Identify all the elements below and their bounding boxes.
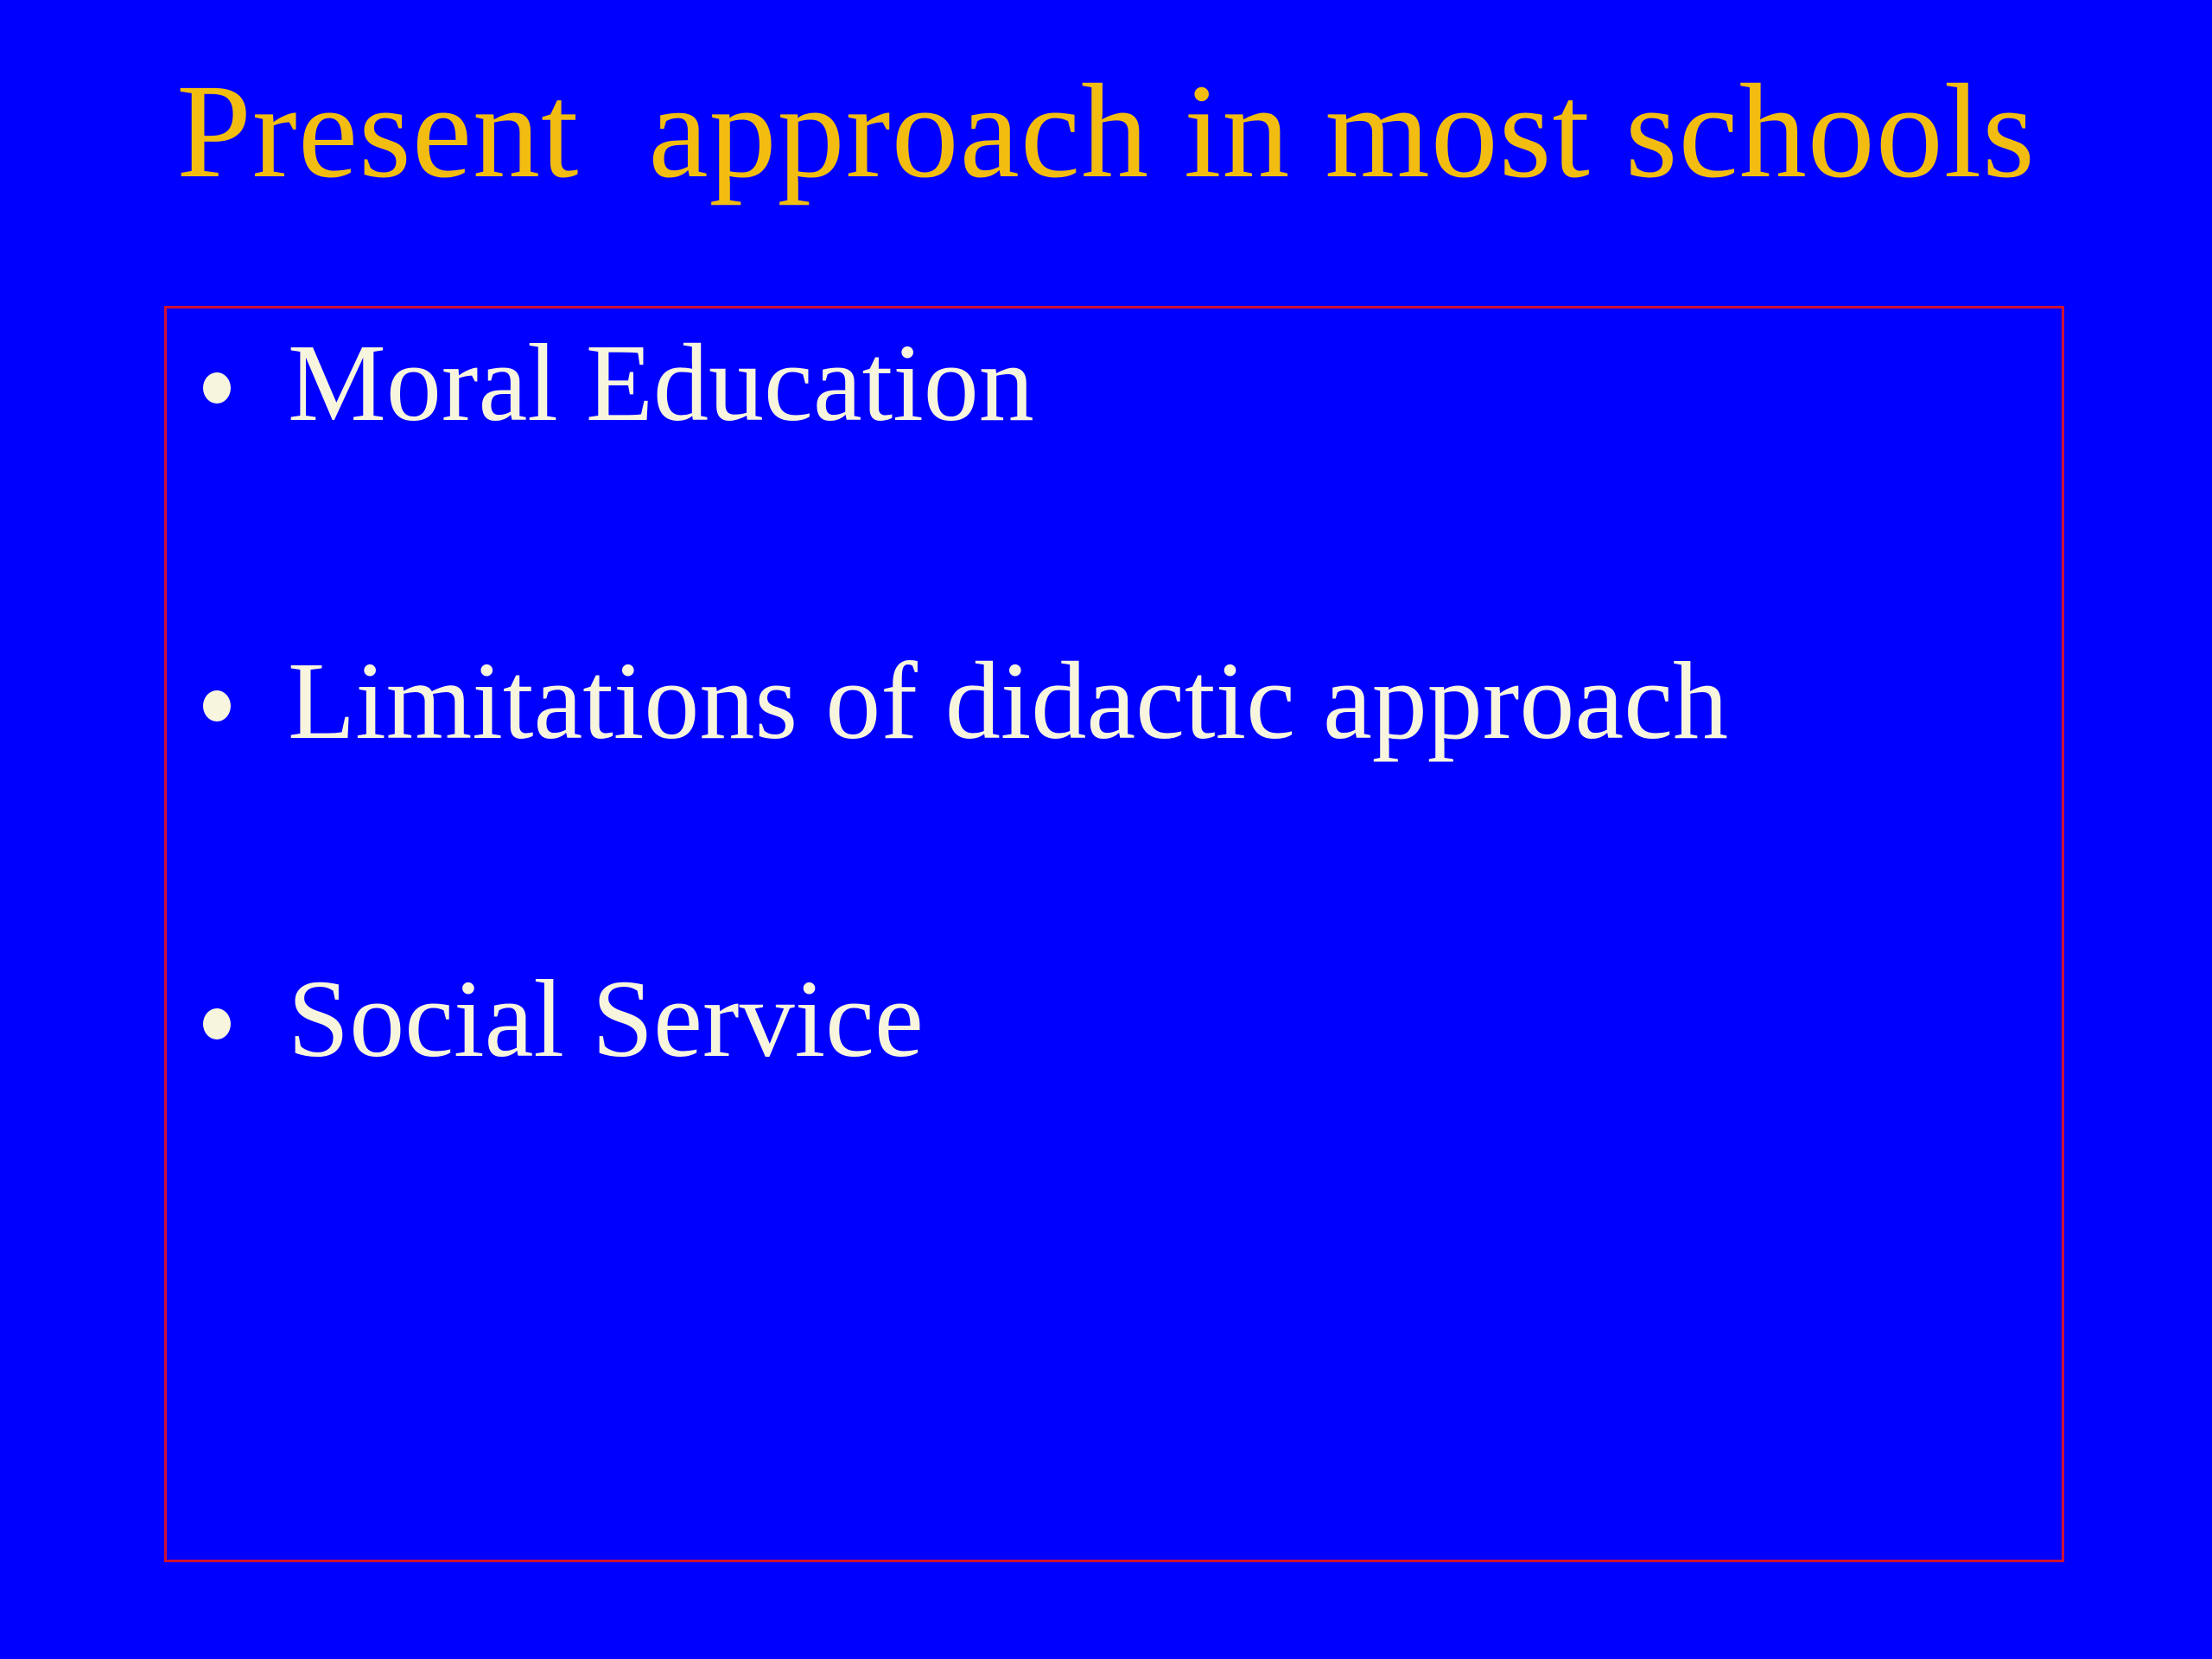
- bullet-text-moral-education: Moral Education: [288, 321, 1034, 444]
- slide-title: Present approach in most schools: [176, 56, 2036, 206]
- bullet-icon: [203, 372, 231, 404]
- bullet-text-social-service: Social Service: [288, 957, 924, 1080]
- bullet-icon: [203, 1008, 231, 1039]
- list-item: Limitations of didactic approach: [203, 645, 2027, 756]
- bullet-text-limitations: Limitations of didactic approach: [288, 639, 1728, 762]
- list-item: Social Service: [203, 963, 2027, 1074]
- list-item: Moral Education: [203, 327, 2027, 438]
- content-box: Moral Education Limitations of didactic …: [164, 306, 2064, 1562]
- bullet-icon: [203, 690, 231, 721]
